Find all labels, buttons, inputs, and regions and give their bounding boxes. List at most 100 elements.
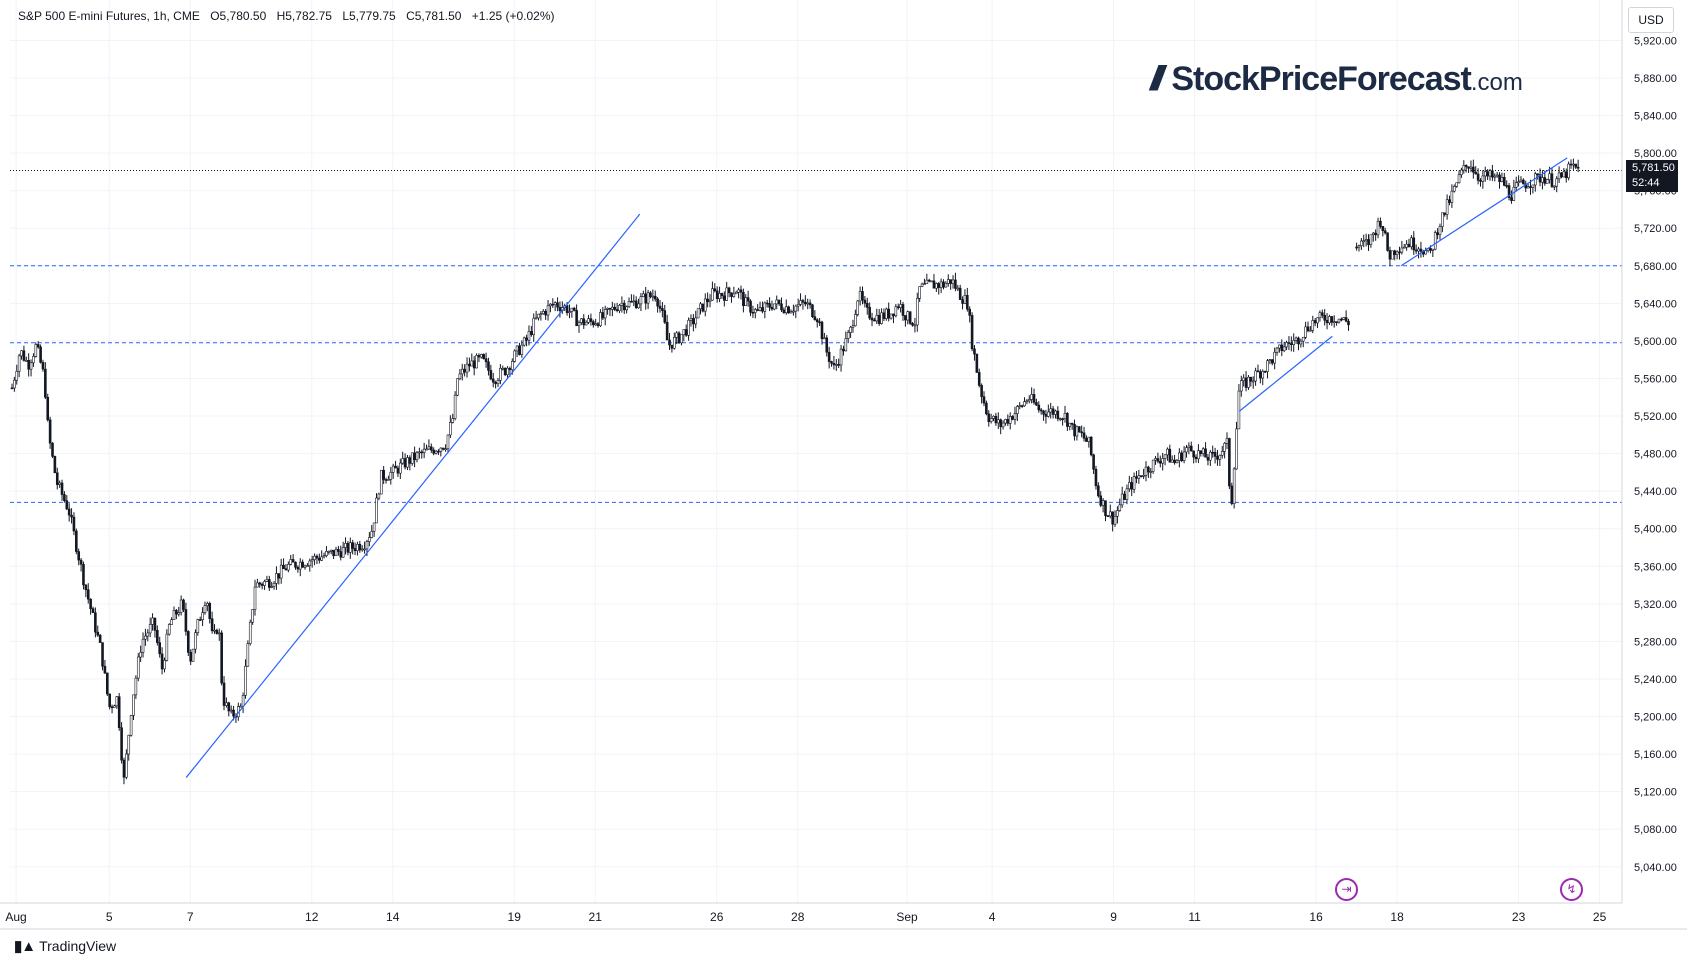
x-tick-label: 18 bbox=[1390, 910, 1404, 924]
candle-body bbox=[696, 308, 700, 319]
tradingview-brand[interactable]: ▮▲ TradingView bbox=[14, 937, 116, 955]
candle-body bbox=[1223, 442, 1226, 452]
candle-body bbox=[913, 324, 917, 327]
candle-body bbox=[827, 351, 831, 362]
candle-body bbox=[680, 334, 683, 344]
candle-body bbox=[708, 299, 712, 303]
currency-button[interactable]: USD bbox=[1628, 7, 1674, 33]
trendline[interactable] bbox=[1400, 157, 1568, 267]
candle-body bbox=[1522, 179, 1525, 185]
candle-body bbox=[456, 378, 459, 396]
candle-body bbox=[256, 582, 259, 588]
y-tick-label: 5,160.00 bbox=[1634, 749, 1677, 761]
candle-body bbox=[1242, 377, 1245, 381]
candle-body bbox=[1180, 452, 1184, 461]
candle-body bbox=[994, 415, 998, 424]
candle-body bbox=[146, 632, 150, 637]
candle-body bbox=[930, 280, 933, 283]
candle-body bbox=[961, 299, 964, 304]
candlestick-series[interactable] bbox=[10, 158, 1580, 785]
candle-body bbox=[939, 281, 943, 288]
candle-body bbox=[851, 325, 855, 328]
candle-body bbox=[789, 311, 793, 314]
candle-body bbox=[384, 479, 388, 481]
dividend-arrow-icon[interactable]: ⇥ bbox=[1335, 878, 1358, 901]
candle-body bbox=[1273, 351, 1276, 364]
y-tick-label: 5,240.00 bbox=[1634, 674, 1677, 686]
candle-body bbox=[1056, 410, 1060, 419]
candle-body bbox=[1486, 171, 1489, 177]
candle-body bbox=[830, 361, 833, 364]
candle-body bbox=[1266, 360, 1269, 372]
candle-body bbox=[1388, 250, 1392, 260]
candle-body bbox=[465, 363, 469, 373]
candle-body bbox=[84, 584, 88, 591]
candle-body bbox=[151, 617, 154, 625]
lightning-event-icon[interactable]: ↯ bbox=[1560, 878, 1583, 901]
candle-body bbox=[1244, 377, 1248, 388]
candle-body bbox=[1545, 179, 1549, 184]
candle-body bbox=[194, 632, 197, 650]
candle-body bbox=[896, 306, 900, 309]
y-tick-label: 5,560.00 bbox=[1634, 373, 1677, 385]
candle-body bbox=[844, 338, 848, 352]
candle-body bbox=[799, 300, 802, 305]
candle-body bbox=[768, 303, 771, 308]
candle-body bbox=[1123, 493, 1126, 500]
candle-body bbox=[463, 368, 466, 373]
candle-body bbox=[956, 287, 960, 290]
trendline[interactable] bbox=[1238, 335, 1333, 412]
candle-body bbox=[520, 344, 524, 355]
candle-body bbox=[1261, 371, 1265, 379]
candle-body bbox=[1187, 445, 1191, 448]
x-tick-label: 14 bbox=[386, 910, 400, 924]
candle-body bbox=[877, 314, 881, 324]
candle-body bbox=[1553, 185, 1556, 188]
x-axis-labels[interactable]: Aug 5 7 12 14 19 21 26 28 Sep 4 9 11 16 18 23 25 bbox=[5, 910, 1606, 924]
y-tick-label: 5,080.00 bbox=[1634, 824, 1677, 836]
candle-body bbox=[1051, 408, 1055, 415]
candle-body bbox=[82, 563, 85, 586]
trendlines[interactable] bbox=[185, 157, 1568, 778]
candle-body bbox=[1135, 476, 1138, 479]
candle-body bbox=[1538, 174, 1542, 183]
x-tick-label: 16 bbox=[1309, 910, 1323, 924]
candle-body bbox=[973, 348, 976, 355]
candle-body bbox=[277, 573, 281, 579]
candle-body bbox=[565, 305, 569, 313]
candle-body bbox=[1371, 232, 1375, 236]
logo-tld: .com bbox=[1470, 69, 1523, 96]
trendline[interactable] bbox=[185, 213, 641, 778]
candle-body bbox=[885, 308, 888, 319]
candle-body bbox=[132, 694, 135, 716]
candle-body bbox=[1379, 220, 1382, 227]
candle-body bbox=[989, 418, 993, 422]
candle-body bbox=[208, 603, 212, 620]
candle-body bbox=[1443, 212, 1447, 215]
y-tick-label: 5,480.00 bbox=[1634, 449, 1677, 461]
candle-body bbox=[1562, 171, 1566, 178]
candle-body bbox=[1398, 251, 1401, 254]
candle-body bbox=[1318, 312, 1322, 319]
candle-body bbox=[901, 304, 905, 316]
candle-body bbox=[1032, 394, 1036, 403]
candle-body bbox=[920, 283, 924, 287]
y-axis-labels[interactable]: 5,040.00 5,080.00 5,120.00 5,160.00 5,200.00… bbox=[1634, 35, 1677, 873]
symbol-title[interactable]: S&P 500 E-mini Futures, 1h, CME bbox=[18, 9, 200, 23]
candle-body bbox=[694, 317, 698, 325]
candle-body bbox=[508, 367, 512, 371]
candle-body bbox=[213, 629, 216, 632]
candle-body bbox=[360, 548, 364, 551]
candle-body bbox=[808, 302, 812, 306]
candle-body bbox=[1216, 456, 1219, 460]
candle-body bbox=[15, 371, 19, 381]
candle-body bbox=[861, 291, 864, 301]
candle-body bbox=[351, 542, 354, 549]
candle-body bbox=[923, 283, 926, 286]
candle-body bbox=[730, 292, 733, 297]
candle-body bbox=[1025, 400, 1029, 403]
candle-body bbox=[1355, 246, 1358, 249]
y-tick-label: 5,040.00 bbox=[1634, 862, 1677, 874]
candle-body bbox=[1531, 184, 1535, 188]
